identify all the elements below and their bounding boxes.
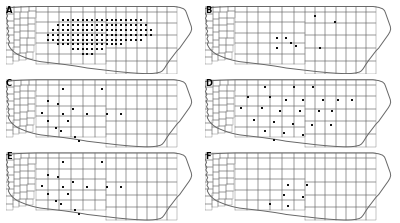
Text: C: C [6, 79, 12, 88]
Text: F: F [205, 152, 211, 161]
Polygon shape [205, 153, 391, 220]
Polygon shape [6, 6, 192, 74]
Polygon shape [6, 153, 192, 220]
Text: D: D [205, 79, 212, 88]
Text: E: E [6, 152, 12, 161]
Polygon shape [205, 80, 391, 147]
Text: B: B [205, 6, 211, 14]
Text: A: A [6, 6, 12, 14]
Polygon shape [205, 6, 391, 74]
Polygon shape [6, 80, 192, 147]
